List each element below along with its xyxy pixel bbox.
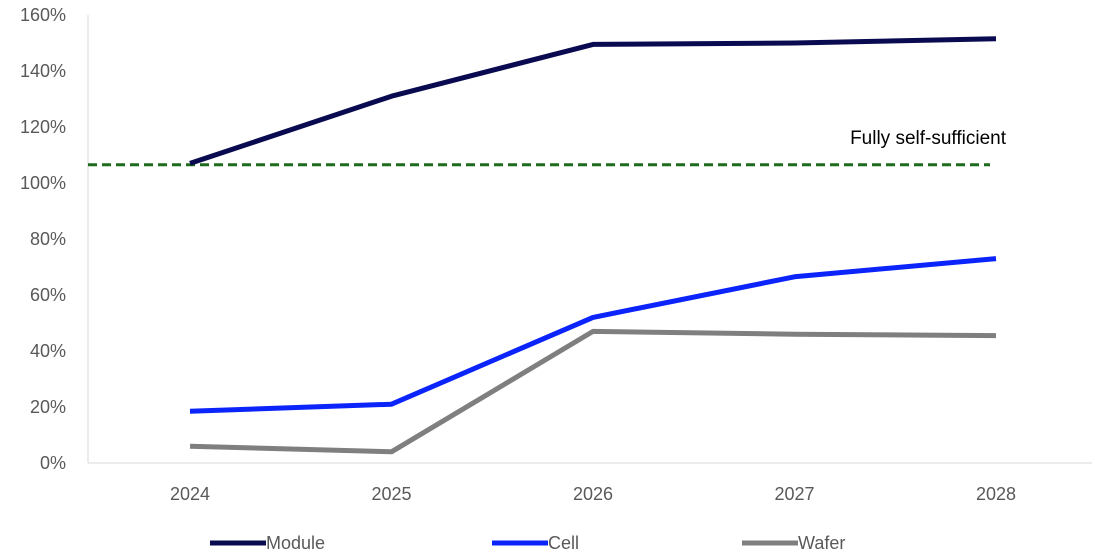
x-tick-label: 2026 — [573, 484, 613, 504]
series-line-cell — [189, 256, 997, 414]
series-lines — [189, 36, 997, 455]
y-tick-label: 40% — [30, 341, 66, 361]
y-tick-label: 80% — [30, 229, 66, 249]
reference-line-group: Fully self-sufficient — [88, 128, 1007, 167]
reference-line-label: Fully self-sufficient — [850, 128, 1007, 149]
legend-label-cell: Cell — [548, 533, 579, 552]
y-tick-label: 140% — [20, 61, 66, 81]
y-tick-label: 100% — [20, 173, 66, 193]
series-line-module — [189, 36, 997, 166]
y-tick-label: 160% — [20, 5, 66, 25]
x-tick-label: 2024 — [170, 484, 210, 504]
x-tick-label: 2027 — [774, 484, 814, 504]
y-tick-label: 0% — [40, 453, 66, 473]
x-tick-labels: 2024 2025 2026 2027 2028 — [170, 484, 1016, 504]
legend-label-module: Module — [266, 533, 325, 552]
y-tick-labels: 0% 20% 40% 60% 80% 100% 120% 140% 160% — [20, 5, 66, 473]
legend-label-wafer: Wafer — [798, 533, 845, 552]
y-tick-label: 60% — [30, 285, 66, 305]
x-tick-label: 2028 — [976, 484, 1016, 504]
y-tick-label: 120% — [20, 117, 66, 137]
series-line-wafer — [189, 328, 997, 455]
x-tick-label: 2025 — [371, 484, 411, 504]
y-tick-label: 20% — [30, 397, 66, 417]
legend: Module Cell Wafer — [210, 533, 845, 552]
axes — [87, 15, 1092, 464]
